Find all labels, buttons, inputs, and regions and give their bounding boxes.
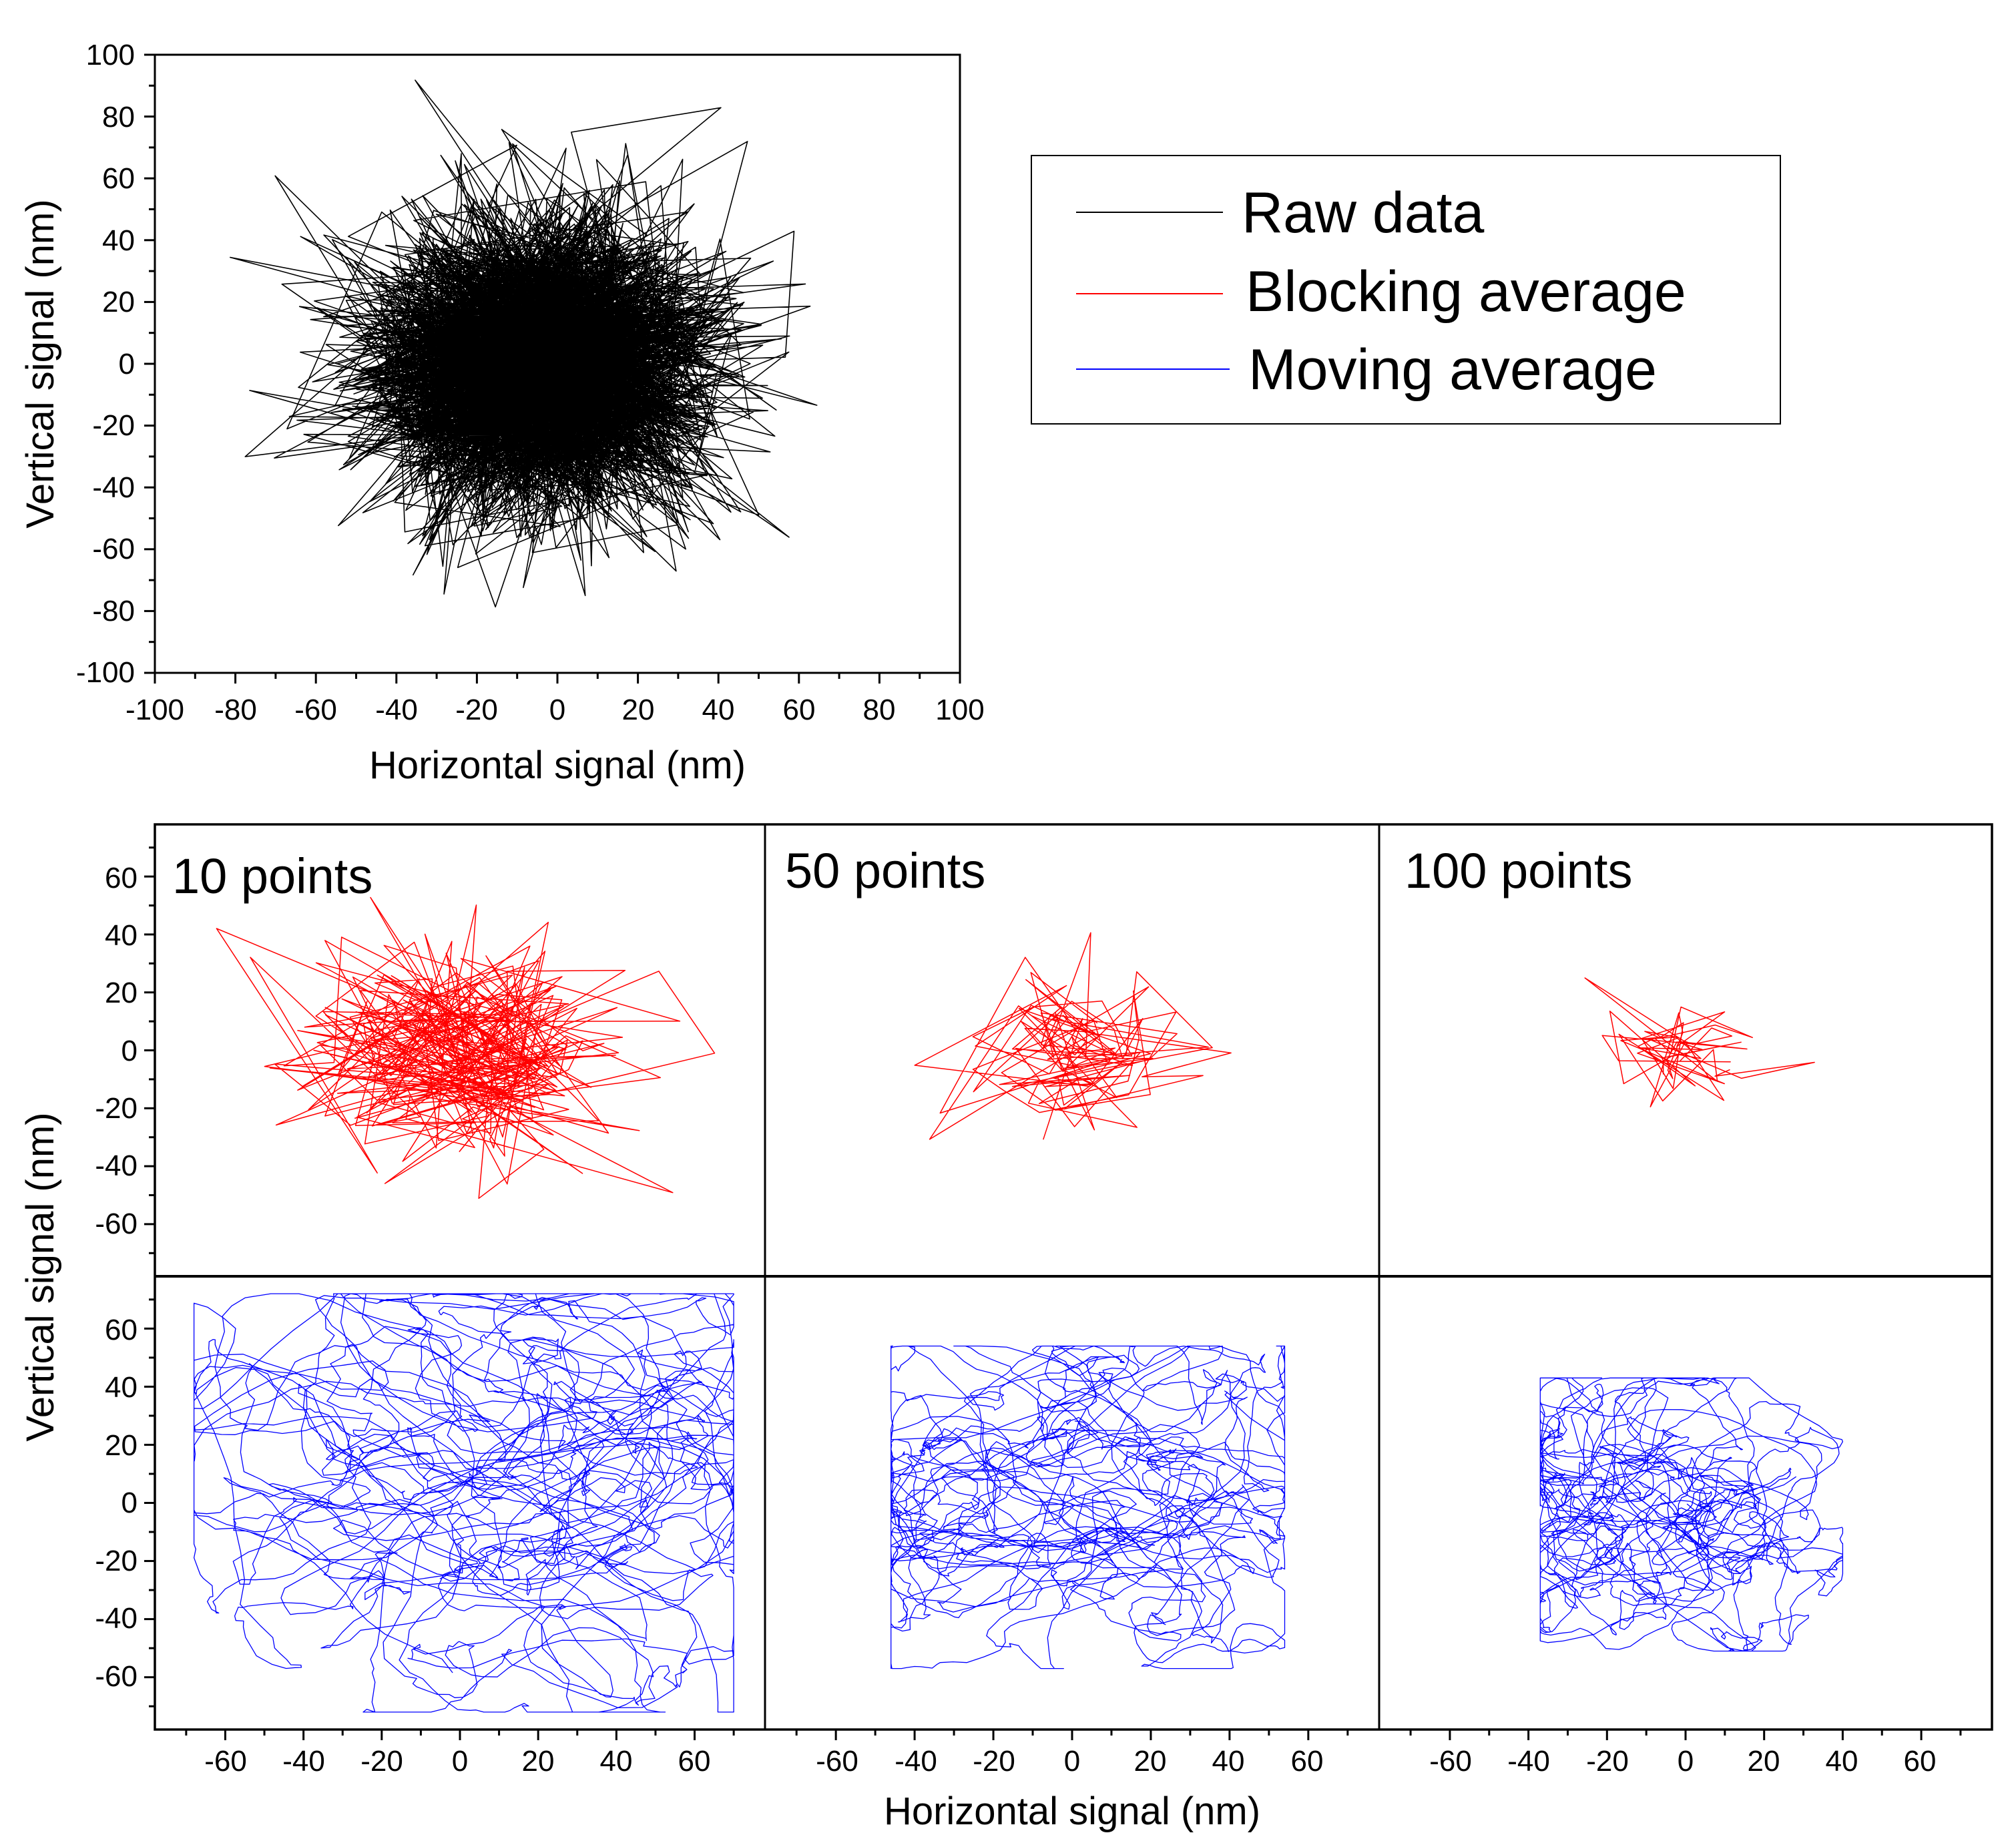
- y-tick-label: 60: [102, 162, 135, 195]
- y-tick-label: 20: [102, 286, 135, 318]
- x-tick-label: -20: [360, 1745, 403, 1778]
- x-tick-label: -60: [816, 1745, 858, 1778]
- series-line: [193, 1293, 734, 1713]
- x-tick-label: -40: [282, 1745, 325, 1778]
- x-tick-label: -60: [1429, 1745, 1472, 1778]
- panel-title-100-points: 100 points: [1405, 843, 1633, 898]
- x-tick-label: 0: [452, 1745, 468, 1778]
- moving-10-trajectory: [193, 1293, 734, 1713]
- panel-title-10-points: 10 points: [172, 848, 372, 904]
- panel-title-50-points: 50 points: [785, 843, 985, 898]
- legend: Raw data Blocking average Moving average: [1031, 155, 1781, 425]
- y-tick-label: 20: [105, 1429, 138, 1462]
- grid-y-axis-title: Vertical signal (nm): [19, 1112, 62, 1441]
- x-tick-label: 60: [678, 1745, 711, 1778]
- y-tick-label: -60: [95, 1208, 138, 1240]
- raw-y-tick-labels: 100 80 60 40 20 0 -20 -40 -60 -80 -100: [76, 39, 135, 689]
- series-line: [230, 79, 818, 607]
- blocking-50-trajectory: [914, 932, 1232, 1140]
- raw-data-trajectory: [230, 79, 818, 607]
- x-tick-label: -20: [455, 694, 498, 726]
- x-tick-label: 20: [522, 1745, 555, 1778]
- x-tick-label: 20: [1134, 1745, 1167, 1778]
- y-tick-label: 40: [102, 224, 135, 257]
- y-tick-label: -60: [92, 533, 135, 565]
- x-tick-labels-col-3: -60 -40 -20 0 20 40 60: [1429, 1745, 1936, 1778]
- x-tick-label: 20: [622, 694, 655, 726]
- y-tick-label: 40: [105, 1371, 138, 1404]
- y-tick-label: 80: [102, 101, 135, 134]
- y-tick-label: -40: [95, 1149, 138, 1182]
- raw-x-axis-title: Horizontal signal (nm): [369, 744, 746, 787]
- x-tick-label: 0: [1064, 1745, 1080, 1778]
- raw-y-axis-title: Vertical signal (nm): [19, 199, 62, 528]
- x-tick-labels-col-1: -60 -40 -20 0 20 40 60: [204, 1745, 710, 1778]
- y-tick-label: 100: [86, 39, 135, 71]
- x-tick-label: -40: [895, 1745, 937, 1778]
- x-tick-label: 40: [1212, 1745, 1245, 1778]
- raw-data-panel: 100 80 60 40 20 0 -20 -40 -60 -80 -100 -…: [19, 39, 985, 787]
- y-tick-label: 60: [105, 1314, 138, 1346]
- y-tick-label: -60: [95, 1660, 138, 1693]
- legend-frame: [1031, 155, 1781, 425]
- series-line: [216, 896, 716, 1200]
- raw-axis-ticks: [144, 53, 961, 684]
- x-tick-label: 80: [863, 694, 896, 726]
- moving-y-tick-labels: 60 40 20 0 -20 -40 -60: [95, 1314, 138, 1693]
- x-tick-label: -20: [1586, 1745, 1629, 1778]
- x-tick-label: -100: [125, 694, 184, 726]
- y-tick-label: -20: [95, 1545, 138, 1577]
- series-line: [891, 1345, 1286, 1669]
- y-tick-label: 40: [105, 919, 138, 952]
- y-tick-label: 0: [119, 348, 135, 380]
- y-tick-label: 60: [105, 862, 138, 894]
- legend-label-moving: Moving average: [1248, 338, 1657, 402]
- x-tick-label: 40: [600, 1745, 633, 1778]
- x-tick-label: 20: [1748, 1745, 1780, 1778]
- grid-axis-ticks: [144, 846, 1962, 1740]
- y-tick-label: -80: [92, 595, 135, 627]
- y-tick-label: -40: [95, 1602, 138, 1635]
- legend-label-blocking: Blocking average: [1246, 260, 1686, 324]
- x-tick-label: 40: [1826, 1745, 1858, 1778]
- y-tick-label: -20: [92, 409, 135, 442]
- moving-50-trajectory: [891, 1345, 1286, 1669]
- y-tick-label: 0: [121, 1035, 138, 1067]
- blocking-10-trajectory: [216, 896, 716, 1200]
- moving-100-trajectory: [1539, 1377, 1844, 1652]
- x-tick-label: 100: [935, 694, 984, 726]
- y-tick-label: 20: [105, 977, 138, 1009]
- legend-label-raw: Raw data: [1242, 181, 1484, 245]
- averaging-grid: 10 points 50 points 100 points 60 40 20 …: [19, 823, 1993, 1833]
- x-tick-label: 40: [702, 694, 735, 726]
- x-tick-label: 60: [1291, 1745, 1324, 1778]
- blocking-y-tick-labels: 60 40 20 0 -20 -40 -60: [95, 862, 138, 1240]
- series-line: [1584, 977, 1815, 1107]
- x-tick-label: -40: [1507, 1745, 1550, 1778]
- x-tick-label: -60: [204, 1745, 247, 1778]
- x-tick-labels-col-2: -60 -40 -20 0 20 40 60: [816, 1745, 1323, 1778]
- series-line: [914, 932, 1232, 1140]
- x-tick-label: 0: [1678, 1745, 1694, 1778]
- y-tick-label: 0: [121, 1487, 138, 1519]
- blocking-100-trajectory: [1584, 977, 1815, 1107]
- raw-x-tick-labels: -100 -80 -60 -40 -20 0 20 40 60 80 100: [125, 694, 985, 726]
- x-tick-label: 0: [549, 694, 565, 726]
- grid-x-axis-title: Horizontal signal (nm): [884, 1790, 1260, 1833]
- y-tick-label: -40: [92, 471, 135, 504]
- y-tick-label: -20: [95, 1092, 138, 1125]
- x-tick-label: -20: [973, 1745, 1015, 1778]
- y-tick-label: -100: [76, 656, 135, 689]
- series-line: [1539, 1377, 1844, 1652]
- x-tick-label: 60: [1904, 1745, 1937, 1778]
- x-tick-label: -60: [294, 694, 337, 726]
- x-tick-label: -40: [375, 694, 418, 726]
- x-tick-label: -80: [214, 694, 257, 726]
- x-tick-label: 60: [783, 694, 816, 726]
